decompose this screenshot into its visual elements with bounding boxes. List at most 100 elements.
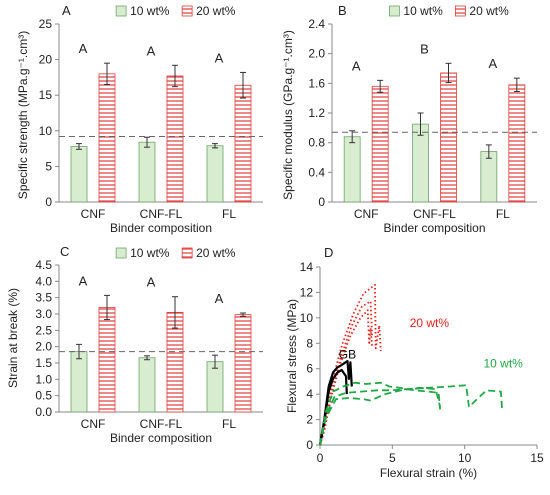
x-tick-label: FL — [222, 207, 236, 221]
curve-10wt — [319, 386, 441, 446]
significance-letter: A — [147, 275, 156, 290]
y-tick-label: 4 — [306, 387, 313, 401]
x-tick-label: FL — [496, 207, 510, 221]
y-tick-label: 10 — [300, 311, 314, 325]
y-tick-label: 6 — [306, 362, 313, 376]
y-tick-label: 3.5 — [35, 291, 52, 305]
x-tick-label: CNF — [81, 417, 106, 431]
bar-10wt — [138, 141, 156, 203]
y-tick-label: 0.4 — [308, 165, 325, 179]
x-tick-label: CNF — [354, 207, 379, 221]
bar-10wt — [206, 145, 224, 203]
y-tick-label: 1.5 — [35, 356, 52, 370]
legend-swatch-10wt — [388, 5, 400, 17]
bar-10wt — [206, 361, 224, 413]
bar-10wt — [343, 136, 361, 203]
legend-label-10wt: 10 wt% — [403, 4, 443, 18]
x-tick-label: CNF-FL — [413, 207, 456, 221]
panel-letter: B — [338, 3, 347, 18]
y-tick-label: 4.0 — [35, 274, 52, 288]
panel-letter: A — [62, 3, 71, 18]
x-tick-label: 5 — [389, 451, 396, 465]
curve-20wt — [319, 300, 373, 446]
bar-20wt — [98, 73, 116, 203]
legend-label-20wt: 20 wt% — [469, 4, 509, 18]
legend-swatch-20wt — [181, 5, 193, 17]
y-tick-label: 12 — [300, 285, 314, 299]
x-tick-label: CNF — [81, 207, 106, 221]
y-tick-label: 20 — [39, 53, 53, 67]
y-tick-label: 0.8 — [308, 136, 325, 150]
annotation-10wt: 10 wt% — [483, 356, 523, 370]
significance-letter: A — [488, 56, 497, 71]
y-axis-title: Specific strength (MPa.g⁻¹.cm³) — [16, 31, 30, 199]
y-tick-label: 10 — [39, 124, 53, 138]
bar-10wt — [70, 351, 88, 413]
x-tick-label: CNF-FL — [140, 417, 183, 431]
bar-20wt — [440, 72, 457, 203]
y-tick-label: 0 — [45, 195, 52, 209]
y-tick-label: 1.2 — [308, 106, 325, 120]
y-tick-label: 1.0 — [35, 372, 52, 386]
curve-10wt — [319, 384, 504, 446]
significance-letter: A — [79, 273, 88, 288]
x-tick-label: 15 — [530, 451, 544, 465]
y-tick-label: 2.5 — [35, 323, 52, 337]
panel-letter: D — [324, 245, 333, 260]
legend-swatch-20wt — [454, 5, 466, 17]
y-tick-label: 15 — [39, 88, 53, 102]
y-tick-label: 0 — [306, 438, 313, 452]
legend-label-20wt: 20 wt% — [196, 4, 236, 18]
significance-letter: A — [147, 43, 156, 58]
significance-letter: A — [79, 41, 88, 56]
y-axis-title: Strain at break (%) — [6, 288, 20, 388]
y-tick-label: 25 — [39, 17, 53, 31]
y-tick-label: 0.5 — [35, 389, 52, 403]
panel-b: 0 0.4 0.8 1.2 1.6 2.0 2.4 CNF A CNF-FL B FL A 10 wt% 2… — [281, 3, 537, 235]
y-axis-title: Specific modulus (GPa.g⁻¹.cm³) — [281, 30, 295, 200]
x-axis-title: Binder composition — [110, 431, 212, 445]
legend-swatch-10wt — [115, 247, 127, 259]
y-tick-label: 4.5 — [35, 258, 52, 272]
curve-10wt — [319, 381, 441, 446]
y-tick-label: 0.0 — [35, 405, 52, 419]
legend-swatch-10wt — [115, 5, 127, 17]
panel-d: 0 2 4 6 8 10 12 14 0 5 10 15 20 wt% GB 10 wt% D Flexural… — [285, 245, 544, 480]
y-tick-label: 8 — [306, 336, 313, 350]
x-axis-title: Binder composition — [383, 221, 485, 235]
significance-letter: A — [215, 50, 224, 65]
bar-20wt — [508, 84, 526, 203]
legend-swatch-20wt — [181, 247, 193, 259]
bar-10wt — [412, 123, 429, 203]
x-axis-title: Binder composition — [110, 221, 212, 235]
bar-10wt — [138, 357, 156, 413]
significance-letter: A — [215, 291, 224, 306]
y-tick-label: 2 — [306, 413, 313, 427]
x-axis-title: Flexural strain (%) — [380, 466, 477, 480]
legend-label-20wt: 20 wt% — [196, 246, 236, 260]
y-tick-label: 2.4 — [308, 17, 325, 31]
bar-20wt — [234, 84, 252, 203]
panel-letter: C — [60, 244, 69, 259]
x-tick-label: FL — [222, 417, 236, 431]
y-tick-label: 0 — [318, 195, 325, 209]
bar-10wt — [480, 151, 498, 203]
y-tick-label: 1.6 — [308, 76, 325, 90]
significance-letter: A — [352, 58, 361, 73]
panel-c: 0.0 0.5 1.0 1.5 2.0 2.5 3.0 3.5 4.0 4.5 CNF A CNF-FL… — [6, 244, 263, 445]
bar-20wt — [234, 314, 252, 413]
x-tick-label: 10 — [458, 451, 472, 465]
bar-10wt — [70, 146, 88, 203]
x-tick-label: 0 — [317, 451, 324, 465]
y-tick-label: 14 — [300, 260, 314, 274]
x-tick-label: CNF-FL — [140, 207, 183, 221]
bar-20wt — [166, 75, 184, 203]
panel-a: 0 5 10 15 20 25 CNF A CNF-FL A FL A 10 wt% 20 wt% A Bin… — [16, 3, 263, 235]
annotation-gb: GB — [339, 348, 356, 362]
bar-20wt — [98, 307, 116, 413]
significance-letter: B — [420, 41, 429, 56]
y-tick-label: 5 — [45, 159, 52, 173]
y-tick-label: 2.0 — [308, 47, 325, 61]
annotation-20wt: 20 wt% — [410, 316, 450, 330]
